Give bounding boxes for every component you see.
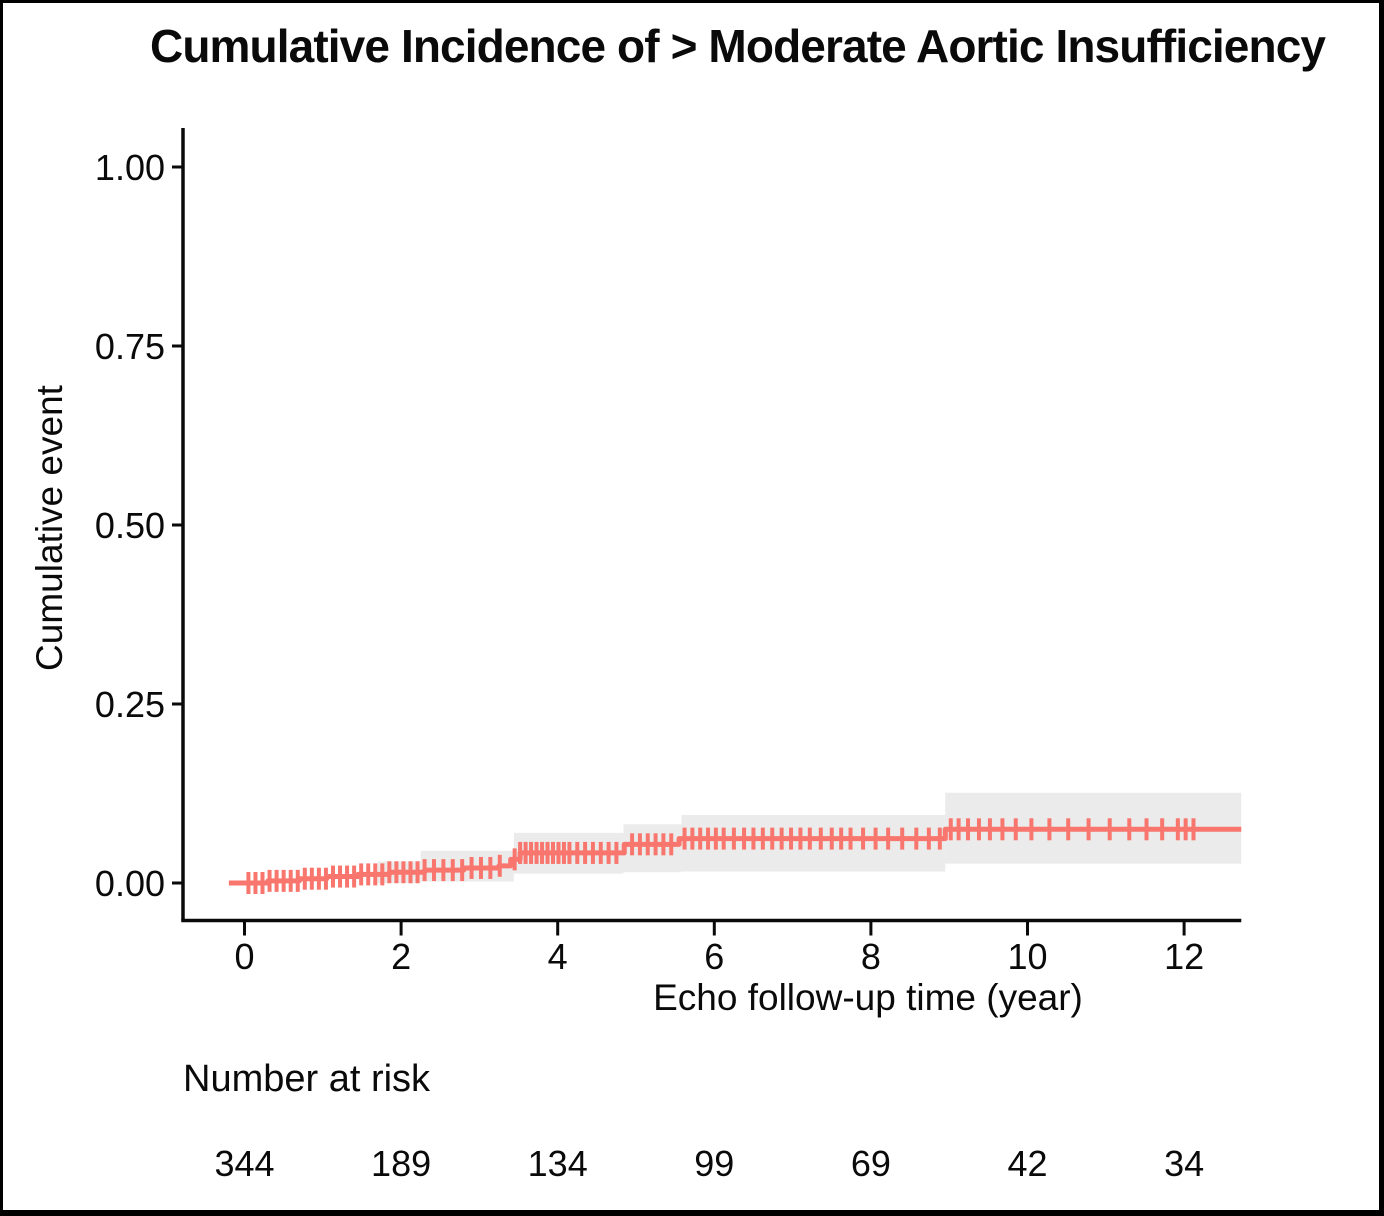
risk-count: 69 <box>851 1143 891 1184</box>
x-tick-label: 6 <box>704 936 724 977</box>
x-tick-label: 0 <box>234 936 254 977</box>
x-tick-label: 8 <box>861 936 881 977</box>
y-tick-label: 1.00 <box>95 147 165 188</box>
chart-layer: 0.00 0.25 0.50 0.75 1.00 0 2 4 6 8 10 12 344 189 134 99… <box>95 128 1242 1184</box>
x-tick-label: 10 <box>1007 936 1047 977</box>
frame-border-top <box>0 0 1384 3</box>
y-tick-label: 0.00 <box>95 863 165 904</box>
risk-count: 42 <box>1007 1143 1047 1184</box>
risk-count: 189 <box>371 1143 431 1184</box>
frame-border-left <box>0 0 3 1216</box>
y-tick-label: 0.75 <box>95 326 165 367</box>
frame-border-bottom <box>0 1210 1384 1216</box>
y-axis-title: Cumulative event <box>29 384 70 671</box>
frame-border-right <box>1379 0 1384 1216</box>
chart-title: Cumulative Incidence of > Moderate Aorti… <box>150 20 1326 72</box>
risk-count: 99 <box>694 1143 734 1184</box>
risk-count: 344 <box>214 1143 274 1184</box>
risk-count: 34 <box>1164 1143 1204 1184</box>
y-tick-label: 0.25 <box>95 684 165 725</box>
x-tick-label: 4 <box>548 936 568 977</box>
x-tick-label: 2 <box>391 936 411 977</box>
risk-count: 134 <box>528 1143 588 1184</box>
number-at-risk-header: Number at risk <box>183 1058 431 1100</box>
x-axis-title: Echo follow-up time (year) <box>653 977 1083 1018</box>
x-tick-label: 12 <box>1164 936 1204 977</box>
y-tick-label: 0.50 <box>95 505 165 546</box>
confidence-band-segment <box>681 814 946 872</box>
